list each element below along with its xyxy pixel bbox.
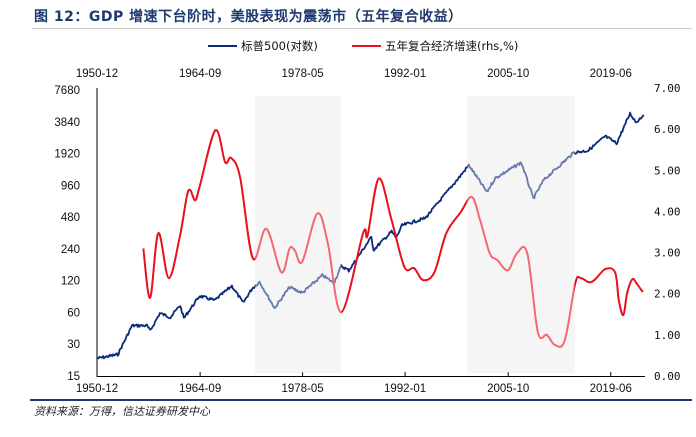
- right-y-tick-label: 0.00: [654, 370, 681, 383]
- top-x-tick-labels: 1950-12 1964-09 1978-05 1992-01 2005-10 2019-…: [76, 68, 632, 80]
- x-tick-label: 1992-01: [384, 383, 426, 395]
- right-y-tick-label: 6.00: [654, 123, 681, 136]
- right-y-tick-label: 4.00: [654, 205, 681, 218]
- left-y-tick-label: 960: [61, 180, 80, 192]
- right-y-tick-label: 3.00: [654, 247, 681, 260]
- legend-label-gdp: 五年复合经济增速(rhs,%): [385, 39, 518, 53]
- x-tick-label: 2019-06: [590, 383, 632, 395]
- shaded-period-overlay-1: [255, 96, 342, 373]
- x-tick-label: 2005-10: [487, 383, 529, 395]
- left-y-tick-label: 480: [61, 212, 80, 224]
- left-y-tick-label: 120: [61, 276, 80, 288]
- right-y-tick-label: 1.00: [654, 329, 681, 342]
- left-y-tick-label: 1920: [54, 149, 80, 161]
- right-y-tick-labels: 7.00 6.00 5.00 4.00 3.00 2.00 1.00 0.00: [654, 82, 681, 383]
- top-x-tick-label: 1992-01: [384, 68, 426, 80]
- right-y-tick-label: 5.00: [654, 164, 681, 177]
- bottom-x-tick-labels: 1950-12 1964-09 1978-05 1992-01 2005-10 2019-…: [76, 372, 632, 395]
- top-x-tick-label: 2019-06: [590, 68, 632, 80]
- x-tick-label: 1978-05: [281, 383, 323, 395]
- left-y-tick-label: 15: [67, 371, 80, 383]
- left-y-tick-label: 3840: [54, 117, 80, 129]
- shaded-period-2: [467, 96, 575, 373]
- top-x-tick-label: 1978-05: [281, 68, 323, 80]
- top-x-tick-label: 1950-12: [76, 68, 118, 80]
- right-y-tick-label: 2.00: [654, 288, 681, 301]
- title-divider: [32, 28, 692, 29]
- left-y-tick-label: 7680: [54, 85, 80, 97]
- left-y-tick-label: 60: [67, 307, 80, 319]
- left-y-tick-label: 240: [61, 244, 80, 256]
- source-note: 资料来源：万得，信达证券研发中心: [34, 405, 210, 418]
- legend-label-sp500: 标普500(对数): [241, 39, 318, 53]
- shaded-period-overlay-2: [467, 96, 575, 373]
- x-tick-label: 1950-12: [76, 383, 118, 395]
- chart-title: 图 12：GDP 增速下台阶时，美股表现为震荡市（五年复合收益）: [34, 9, 463, 25]
- series-line-sp500: [97, 111, 645, 360]
- top-x-tick-label: 2005-10: [487, 68, 529, 80]
- left-y-tick-labels: 7680 3840 1920 960 480 240 120 60 30 15: [54, 85, 80, 383]
- right-y-tick-label: 7.00: [654, 82, 681, 95]
- left-y-tick-label: 30: [67, 339, 80, 351]
- legend: 标普500(对数) 五年复合经济增速(rhs,%): [208, 39, 518, 53]
- bottom-divider: [30, 399, 692, 401]
- top-x-tick-label: 1964-09: [179, 68, 221, 80]
- series-line-gdp: [142, 129, 644, 348]
- x-tick-label: 1964-09: [179, 383, 221, 395]
